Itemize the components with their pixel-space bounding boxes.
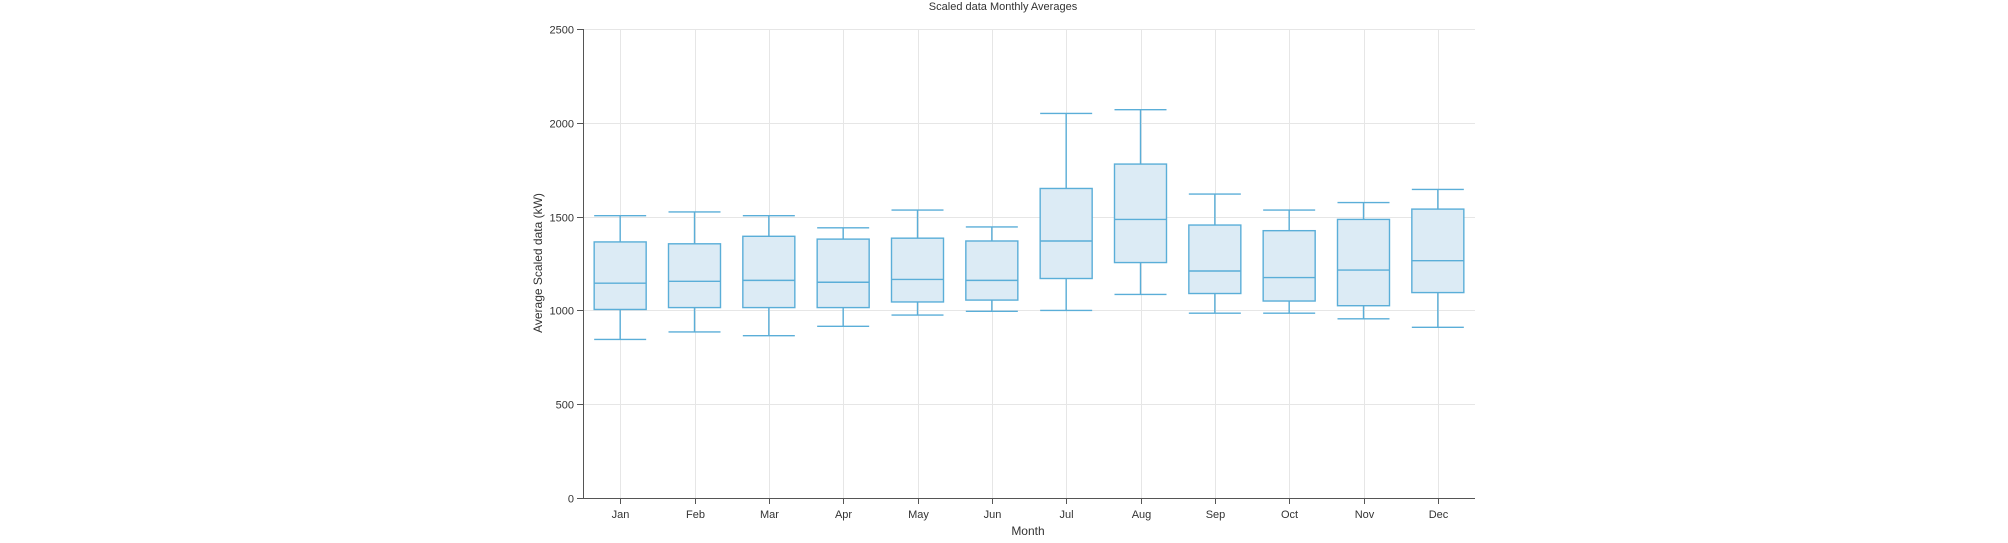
box-nov bbox=[1336, 201, 1391, 320]
iqr-box bbox=[890, 237, 945, 303]
x-tick-label: Sep bbox=[1206, 509, 1226, 521]
box-jul bbox=[1039, 112, 1093, 312]
y-tick-label: 2500 bbox=[550, 25, 574, 37]
box-jun bbox=[965, 226, 1019, 313]
box-oct bbox=[1262, 209, 1316, 314]
iqr-box bbox=[593, 241, 647, 311]
iqr-box bbox=[1188, 224, 1242, 295]
box-apr bbox=[816, 227, 870, 328]
x-tick-label: May bbox=[908, 509, 929, 521]
y-tick-label: 1000 bbox=[550, 306, 574, 318]
y-tick-label: 500 bbox=[556, 400, 574, 412]
x-tick-label: Feb bbox=[686, 509, 705, 521]
x-tick-label: Jun bbox=[984, 509, 1002, 521]
box-dec bbox=[1411, 188, 1465, 328]
iqr-box bbox=[1113, 163, 1168, 264]
y-tick-label: 1500 bbox=[550, 213, 574, 225]
x-tick-label: Jul bbox=[1059, 509, 1073, 521]
x-tick-label: Dec bbox=[1429, 509, 1449, 521]
iqr-box bbox=[667, 243, 722, 309]
x-tick-label: Aug bbox=[1132, 509, 1152, 521]
iqr-box bbox=[742, 235, 796, 309]
iqr-box bbox=[1262, 229, 1316, 302]
iqr-box bbox=[1336, 218, 1391, 307]
box-mar bbox=[742, 214, 796, 337]
x-axis-title: Month bbox=[1011, 524, 1044, 538]
y-tick-label: 2000 bbox=[550, 119, 574, 131]
box-sep bbox=[1188, 193, 1242, 314]
box-feb bbox=[667, 211, 722, 333]
y-axis-title: Average Scaled data (kW) bbox=[531, 193, 545, 333]
axis-layer: 0 500 1000 1500 2000 2500 Jan Feb Mar Apr May Jun Ju… bbox=[550, 25, 1475, 521]
iqr-box bbox=[1039, 187, 1093, 280]
x-tick-label: Oct bbox=[1281, 509, 1298, 521]
y-tick-label: 0 bbox=[568, 494, 574, 506]
x-tick-label: Jan bbox=[612, 509, 630, 521]
box-layer bbox=[593, 108, 1465, 341]
iqr-box bbox=[965, 240, 1019, 301]
x-tick-label: Mar bbox=[760, 509, 779, 521]
box-may bbox=[890, 209, 945, 316]
box-aug bbox=[1113, 108, 1168, 296]
chart-title: Scaled data Monthly Averages bbox=[929, 1, 1078, 13]
iqr-box bbox=[1411, 208, 1465, 294]
box-jan bbox=[593, 214, 647, 341]
x-tick-label: Apr bbox=[835, 509, 852, 521]
iqr-box bbox=[816, 238, 870, 309]
x-tick-label: Nov bbox=[1355, 509, 1375, 521]
